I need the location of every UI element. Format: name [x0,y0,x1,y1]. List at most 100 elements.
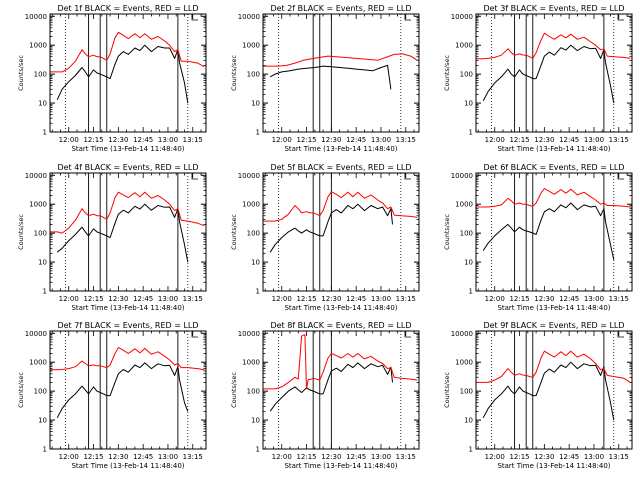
series-line-lld [50,31,205,73]
x-tick-label: 12:30 [108,453,128,461]
x-axis-label: Start Time (13-Feb-14 11:48:40) [71,145,184,153]
panel-title: Det 2f BLACK = Events, RED = LLD [270,4,411,13]
panel-9: Det 9f BLACK = Events, RED = LLD 1 10 100 10… [443,321,633,470]
series-line-events [482,44,615,104]
y-tick-label: 100 [247,388,260,396]
panel-5: Det 5f BLACK = Events, RED = LLD 1 10 100 10… [230,163,420,312]
x-tick-label: 13:00 [158,453,178,461]
panel-title: Det 6f BLACK = Events, RED = LLD [483,163,624,172]
series-line-events [269,362,393,412]
x-tick-label: 12:15 [509,453,529,461]
x-tick-label: 13:00 [371,453,391,461]
x-axis-label: Start Time (13-Feb-14 11:48:40) [284,462,397,470]
y-tick-label: 1000 [242,359,260,367]
panel-8: Det 8f BLACK = Events, RED = LLD 1 10 100 10… [230,321,420,470]
y-tick-label: 10000 [451,172,473,180]
x-axis-label: Start Time (13-Feb-14 11:48:40) [71,304,184,312]
x-tick-label: 12:00 [272,295,292,303]
panel-title: Det 8f BLACK = Events, RED = LLD [270,321,411,330]
y-tick-label: 100 [34,388,47,396]
y-tick-label: 100 [460,388,473,396]
x-tick-label: 12:15 [296,136,316,144]
x-tick-label: 12:15 [83,295,103,303]
x-tick-label: 13:00 [371,295,391,303]
x-tick-label: 12:45 [133,136,153,144]
y-tick-label: 1 [256,446,260,454]
x-tick-label: 12:45 [133,453,153,461]
y-tick-label: 10000 [238,330,260,338]
panel-2: Det 2f BLACK = Events, RED = LLD 1 10 100 10… [230,4,420,153]
series-line-lld [476,32,631,60]
y-axis-label: Counts/sec [443,55,451,91]
series-line-lld [263,191,418,222]
y-tick-label: 1 [43,288,47,296]
series-line-lld [50,191,205,234]
y-tick-label: 100 [247,71,260,79]
y-axis-label: Counts/sec [443,372,451,408]
x-tick-label: 12:45 [346,295,366,303]
y-axis-label: Counts/sec [443,214,451,250]
x-tick-label: 12:00 [272,136,292,144]
corner-marker [404,173,411,180]
x-tick-label: 12:15 [509,136,529,144]
x-tick-label: 13:15 [609,295,629,303]
x-tick-label: 12:00 [485,453,505,461]
x-tick-label: 12:00 [59,453,79,461]
x-tick-label: 12:00 [59,136,79,144]
x-tick-label: 13:15 [609,453,629,461]
y-tick-label: 1000 [455,359,473,367]
x-tick-label: 13:00 [584,295,604,303]
x-tick-label: 12:30 [534,136,554,144]
corner-marker [191,173,198,180]
y-tick-label: 1000 [242,42,260,50]
y-tick-label: 1 [469,446,473,454]
plot-frame [262,13,420,133]
x-tick-label: 13:15 [183,136,203,144]
x-tick-label: 13:00 [371,136,391,144]
y-tick-label: 10 [251,100,260,108]
y-tick-label: 1000 [455,42,473,50]
series-line-events [482,361,615,421]
y-tick-label: 10000 [238,13,260,21]
series-line-lld [263,334,418,390]
y-axis-label: Counts/sec [230,214,238,250]
plot-frame [49,172,207,292]
y-tick-label: 1 [256,288,260,296]
y-tick-label: 10 [38,259,47,267]
y-tick-label: 1000 [455,201,473,209]
x-tick-label: 12:45 [346,453,366,461]
series-line-lld [476,350,631,383]
y-axis-label: Counts/sec [17,214,25,250]
y-tick-label: 1 [469,129,473,137]
y-tick-label: 10000 [25,13,47,21]
y-axis-label: Counts/sec [230,372,238,408]
x-tick-label: 12:30 [108,295,128,303]
plot-frame [475,330,633,450]
y-axis-label: Counts/sec [230,55,238,91]
x-tick-label: 12:30 [108,136,128,144]
y-tick-label: 10 [251,259,260,267]
x-tick-label: 12:30 [321,295,341,303]
x-axis-label: Start Time (13-Feb-14 11:48:40) [284,304,397,312]
x-tick-label: 13:00 [158,136,178,144]
y-tick-label: 100 [247,230,260,238]
y-tick-label: 10000 [238,172,260,180]
x-tick-label: 13:00 [158,295,178,303]
series-line-events [56,44,189,104]
plot-frame [262,330,420,450]
x-tick-label: 12:15 [83,453,103,461]
y-tick-label: 10 [38,417,47,425]
x-tick-label: 12:45 [346,136,366,144]
x-tick-label: 12:30 [321,453,341,461]
x-axis-label: Start Time (13-Feb-14 11:48:40) [284,145,397,153]
panel-title: Det 5f BLACK = Events, RED = LLD [270,163,411,172]
plot-frame [49,13,207,133]
x-axis-label: Start Time (13-Feb-14 11:48:40) [71,462,184,470]
panel-3: Det 3f BLACK = Events, RED = LLD 1 10 100 10… [443,4,633,153]
panel-6: Det 6f BLACK = Events, RED = LLD 1 10 100 10… [443,163,633,312]
x-axis-label: Start Time (13-Feb-14 11:48:40) [497,304,610,312]
x-tick-label: 13:15 [396,453,416,461]
y-axis-label: Counts/sec [17,55,25,91]
x-tick-label: 12:15 [509,295,529,303]
